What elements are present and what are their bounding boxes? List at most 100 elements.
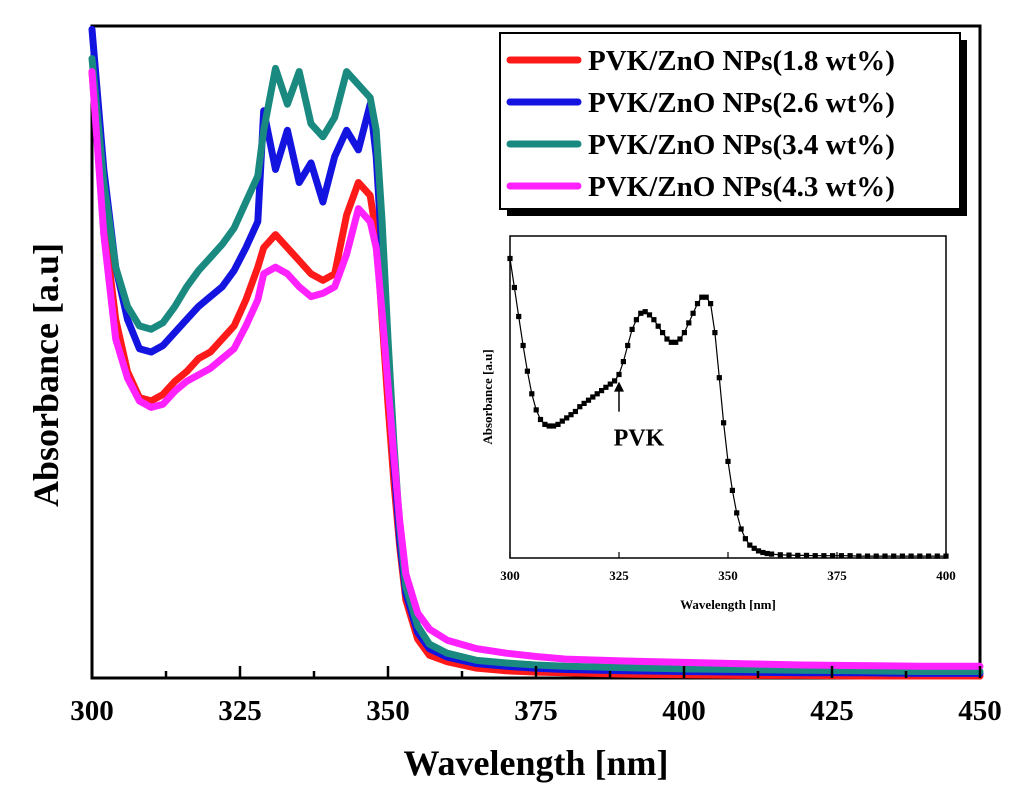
inset-x-tick-label: 375 [827,568,847,583]
main-series-group [88,25,984,680]
inset-marker [694,301,701,307]
legend: PVK/ZnO NPs(1.8 wt%) PVK/ZnO NPs(2.6 wt%)… [499,32,967,216]
inset-marker [847,553,853,559]
inset-marker [686,320,692,326]
inset-marker [555,421,561,427]
x-tick-label: 375 [514,695,558,727]
inset-marker [917,553,923,559]
inset-marker [559,418,565,424]
inset-marker [520,342,526,349]
inset-annotation: PVK [614,381,665,452]
inset-marker [747,542,753,548]
inset-marker [742,536,748,542]
inset-marker [533,407,539,413]
inset-marker [764,550,770,557]
inset-marker [729,487,735,493]
inset-marker [638,310,644,316]
x-tick-label: 300 [70,695,114,727]
inset-marker [572,408,578,415]
inset-marker [755,548,762,554]
inset-x-tick-label: 300 [500,568,520,583]
inset-plot-frame [509,235,947,559]
inset-marker [708,301,714,307]
x-tick-label: 450 [958,695,1002,727]
legend-label-4: PVK/ZnO NPs(4.3 wt%) [588,171,895,203]
inset-y-axis-title: Absorbance [a.u] [480,349,495,444]
inset-marker [507,255,513,262]
inset-marker [612,378,618,384]
inset-marker [882,553,888,559]
inset-marker [821,553,827,559]
inset-marker [577,404,583,410]
inset-marker [786,552,792,558]
inset-marker [594,391,600,397]
inset-marker [660,330,666,336]
inset-marker [629,326,635,332]
inset-marker [725,458,731,464]
inset-marker [516,313,522,320]
inset-marker [625,342,631,349]
inset-marker [873,553,879,559]
inset-marker [529,391,535,397]
x-tick-label: 350 [366,695,410,727]
inset-marker [934,553,940,559]
y-axis-title: Absorbance [a.u] [26,243,66,507]
inset-marker [899,553,905,559]
series-line-4 [88,68,984,670]
legend-label-1: PVK/ZnO NPs(1.8 wt%) [588,45,895,77]
inset-marker [677,336,683,342]
inset-marker [734,510,740,516]
inset-marker [537,416,544,423]
inset-marker [738,526,744,532]
inset-x-axis-title: Wavelength [nm] [680,597,776,612]
legend-items: PVK/ZnO NPs(1.8 wt%) PVK/ZnO NPs(2.6 wt%)… [506,45,895,203]
inset-marker [655,323,661,329]
inset-marker [856,553,862,559]
inset-marker [542,421,548,427]
inset-marker [803,552,810,558]
x-tick-label: 400 [662,695,706,727]
inset-marker [838,553,844,559]
inset-series-group [507,255,949,559]
inset-marker [769,551,775,557]
annotation-arrow-head [614,381,624,392]
inset-marker [590,394,596,400]
x-tick-label: 425 [810,695,854,727]
inset-marker [703,294,709,300]
inset-marker [664,336,670,342]
inset-chart: 300 325 350 375 400 Wavelength [nm] Absorban… [480,235,956,612]
inset-marker [864,553,871,559]
inset-marker [721,420,727,426]
inset-marker [908,553,914,559]
inset-marker [546,423,552,429]
inset-x-tick-label: 325 [609,568,629,583]
inset-marker [646,312,653,318]
inset-marker [524,368,530,374]
inset-marker [620,359,626,365]
inset-marker [568,412,574,418]
inset-marker [599,388,605,394]
inset-x-tick-label: 400 [936,568,956,583]
inset-marker [642,309,648,315]
inset-marker [673,339,679,345]
inset-marker [716,375,722,381]
x-tick-label: 325 [218,695,262,727]
inset-x-ticks: 300 325 350 375 400 [500,552,956,583]
series-line-3 [88,55,984,675]
inset-marker [616,371,622,378]
inset-marker [651,317,657,323]
inset-marker [511,284,517,291]
main-x-ticks: 300 325 350 375 400 425 450 [70,666,1002,727]
inset-marker [690,310,696,316]
inset-marker [699,294,705,300]
inset-marker [633,317,639,323]
x-axis-title: Wavelength [nm] [404,743,669,783]
inset-marker [603,384,609,390]
inset-marker [551,423,557,429]
inset-marker [585,397,592,403]
inset-x-tick-label: 350 [718,568,738,583]
inset-marker [712,330,718,336]
inset-marker [668,339,674,345]
inset-marker [681,330,687,336]
